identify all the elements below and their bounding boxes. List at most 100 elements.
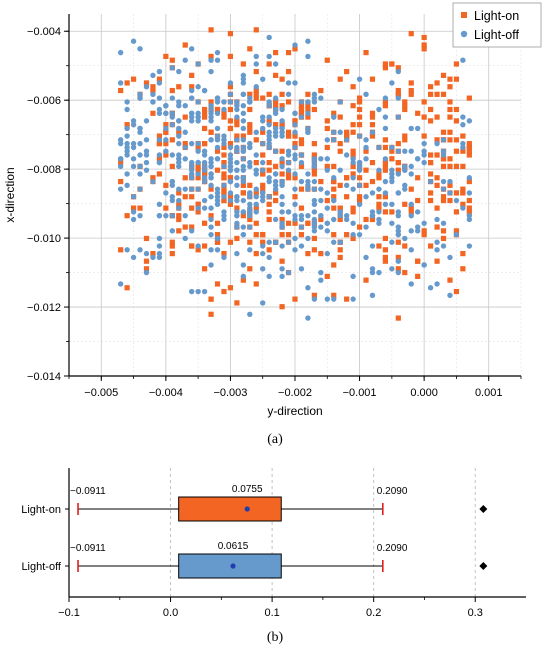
point-marker <box>253 129 259 135</box>
x-tick-label: −0.004 <box>149 387 183 399</box>
point-marker <box>402 133 408 139</box>
point-marker <box>266 34 272 41</box>
point-marker <box>331 296 337 302</box>
point-marker <box>285 91 292 98</box>
point-marker <box>324 220 330 226</box>
point-marker <box>176 125 182 132</box>
point-marker <box>143 152 150 158</box>
point-marker <box>176 190 182 196</box>
point-marker <box>118 178 124 185</box>
point-marker <box>156 235 163 242</box>
point-marker <box>298 232 305 238</box>
point-marker <box>279 220 285 226</box>
point-marker <box>415 258 421 264</box>
point-marker <box>279 201 285 208</box>
point-marker <box>415 273 421 279</box>
point-marker <box>188 95 195 101</box>
point-marker <box>382 194 388 200</box>
point-marker <box>466 197 472 204</box>
point-marker <box>421 114 427 120</box>
point-marker <box>460 190 466 196</box>
point-marker <box>311 247 317 253</box>
point-marker <box>253 220 259 226</box>
point-marker <box>395 68 402 75</box>
point-marker <box>195 61 201 67</box>
point-marker <box>169 194 176 200</box>
point-marker <box>460 186 466 192</box>
point-marker <box>408 80 414 86</box>
point-marker <box>460 57 466 63</box>
x-tick-label: 0.3 <box>468 607 483 619</box>
point-marker <box>227 156 234 162</box>
point-marker <box>298 243 305 249</box>
point-marker <box>247 311 253 317</box>
point-marker <box>279 209 285 215</box>
point-marker <box>247 106 253 113</box>
point-marker <box>273 50 279 56</box>
point-marker <box>324 197 330 204</box>
point-marker <box>414 125 421 132</box>
point-marker <box>195 175 201 181</box>
point-marker <box>434 216 440 223</box>
point-marker <box>247 205 253 211</box>
point-marker <box>331 232 337 238</box>
point-marker <box>273 99 279 105</box>
point-marker <box>395 148 402 154</box>
point-marker <box>234 167 240 173</box>
point-marker <box>369 190 376 196</box>
point-marker <box>124 144 130 151</box>
point-marker <box>311 91 318 98</box>
point-marker <box>402 99 408 105</box>
point-marker <box>272 61 279 67</box>
point-marker <box>318 212 324 219</box>
point-marker <box>118 247 124 253</box>
point-marker <box>305 114 311 120</box>
point-marker <box>169 110 176 116</box>
point-marker <box>279 156 285 162</box>
point-marker <box>188 288 195 295</box>
point-marker <box>227 144 234 151</box>
outlier-marker <box>479 505 488 513</box>
mean-value-label: 0.0615 <box>218 541 249 552</box>
point-marker <box>182 103 188 109</box>
point-marker <box>163 205 169 211</box>
point-marker <box>369 292 376 299</box>
legend-marker <box>460 30 468 38</box>
point-marker <box>189 72 195 78</box>
point-marker <box>253 159 259 166</box>
point-marker <box>272 129 279 135</box>
point-marker <box>208 247 214 253</box>
point-marker <box>130 254 137 261</box>
point-marker <box>324 205 330 211</box>
point-marker <box>382 247 388 253</box>
point-marker <box>247 163 253 170</box>
mean-value-label: 0.0755 <box>232 484 263 495</box>
point-marker <box>240 80 247 86</box>
point-marker <box>208 99 214 105</box>
point-marker <box>292 129 298 135</box>
point-marker <box>305 285 311 291</box>
point-marker <box>221 152 227 158</box>
point-marker <box>434 205 440 211</box>
point-marker <box>460 266 466 272</box>
point-marker <box>453 76 460 82</box>
point-marker <box>292 42 298 48</box>
point-marker <box>143 118 150 124</box>
point-marker <box>163 53 169 60</box>
point-marker <box>350 163 356 169</box>
point-marker <box>382 99 388 105</box>
point-marker <box>331 137 337 143</box>
point-marker <box>221 209 227 215</box>
point-marker <box>447 99 453 105</box>
point-marker <box>279 103 285 109</box>
point-marker <box>453 228 460 234</box>
point-marker <box>428 197 434 204</box>
x-tick-label: −0.003 <box>213 387 247 399</box>
point-marker <box>343 212 350 219</box>
point-marker <box>253 194 259 200</box>
point-marker <box>227 159 234 166</box>
point-marker <box>130 121 137 128</box>
point-marker <box>428 91 434 97</box>
point-marker <box>240 91 247 98</box>
